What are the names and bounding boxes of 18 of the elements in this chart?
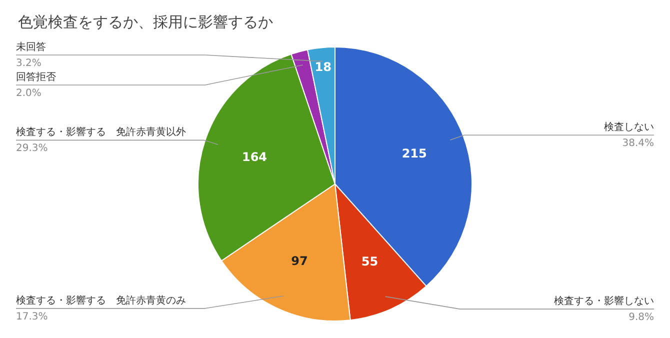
chart-title: 色覚検査をするか、採用に影響するか <box>18 13 273 31</box>
slice-label: 検査する・影響しない <box>554 295 654 308</box>
data-label: 215 <box>402 146 427 161</box>
slice-label: 検査する・影響する 免許赤青黄以外 <box>16 126 186 138</box>
slice-label: 検査しない <box>604 121 654 134</box>
text: 9.8% <box>628 312 654 324</box>
text: 2.0% <box>16 88 42 99</box>
slice-label: 未回答 <box>16 41 46 53</box>
text: 38.4% <box>622 138 654 150</box>
data-label: 164 <box>242 150 268 164</box>
slice-label: 回答拒否 <box>16 71 56 83</box>
text: 29.3% <box>16 143 48 154</box>
data-label: 55 <box>361 254 378 269</box>
slice-label: 検査する・影響する 免許赤青黄のみ <box>16 294 186 306</box>
text: 17.3% <box>16 311 48 322</box>
text: 3.2% <box>16 58 42 69</box>
data-label: 97 <box>291 254 308 268</box>
data-label: 18 <box>314 60 332 74</box>
